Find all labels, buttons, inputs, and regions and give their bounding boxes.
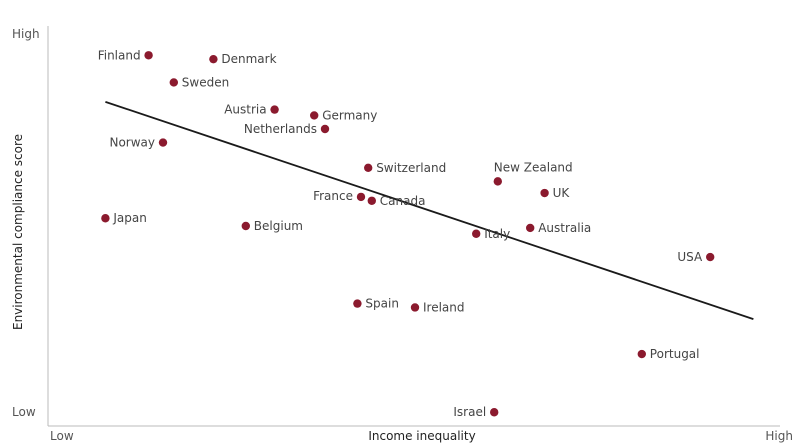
point-marker [490, 408, 499, 417]
point-label: Australia [538, 221, 591, 235]
point-marker [169, 78, 178, 87]
point-label: Netherlands [244, 122, 317, 136]
data-point-france: France [313, 189, 366, 203]
point-marker [637, 349, 646, 359]
y-axis-title: Environmental compliance score [11, 134, 25, 330]
point-marker [209, 54, 218, 64]
point-marker [310, 111, 319, 120]
points-layer: Finland Denmark Sweden Austria Germany Nether… [98, 48, 715, 419]
point-marker [101, 214, 110, 223]
point-label: UK [553, 186, 571, 200]
data-point-japan: Japan [101, 211, 147, 225]
point-marker [270, 105, 279, 114]
point-label: Belgium [254, 219, 303, 233]
point-label: Sweden [182, 75, 229, 89]
point-marker [364, 163, 373, 172]
data-point-spain: Spain [353, 297, 399, 311]
data-point-portugal: Portugal [637, 347, 700, 361]
point-label: Canada [380, 194, 426, 208]
point-label: France [313, 189, 353, 203]
data-point-germany: Germany [310, 108, 377, 122]
plot-frame [47, 26, 780, 427]
point-marker [241, 221, 250, 231]
x-axis-title: Income inequality [368, 429, 475, 443]
point-marker [158, 138, 168, 147]
point-marker [320, 124, 330, 134]
data-point-canada: Canada [367, 194, 426, 208]
point-label: Norway [109, 136, 155, 150]
data-point-israel: Israel [453, 405, 499, 419]
data-point-new-zealand: New Zealand [493, 160, 573, 186]
data-point-switzerland: Switzerland [364, 161, 446, 175]
point-marker [472, 229, 481, 238]
point-label: Austria [224, 103, 266, 117]
point-marker [706, 252, 715, 262]
data-point-ireland: Ireland [410, 300, 465, 314]
point-label: Portugal [650, 347, 700, 361]
point-label: Italy [484, 227, 510, 241]
data-point-australia: Australia [526, 221, 591, 235]
data-point-usa: USA [677, 250, 715, 264]
point-label: Finland [98, 48, 141, 62]
point-label: Ireland [423, 300, 465, 314]
point-marker [526, 223, 535, 233]
point-label: Spain [365, 297, 399, 311]
point-marker [356, 192, 366, 202]
data-point-italy: Italy [472, 227, 510, 241]
data-point-belgium: Belgium [241, 219, 303, 233]
point-label: New Zealand [494, 160, 573, 174]
x-axis-low-label: Low [50, 429, 74, 443]
trend-line [105, 100, 754, 320]
point-marker [353, 299, 362, 308]
data-point-finland: Finland [98, 48, 153, 62]
point-marker [540, 188, 549, 198]
y-axis-low-label: Low [12, 405, 36, 419]
point-label: USA [677, 250, 703, 264]
point-marker [367, 196, 376, 205]
point-label: Germany [322, 108, 377, 122]
point-label: Israel [453, 405, 486, 419]
data-point-uk: UK [540, 186, 570, 200]
data-point-netherlands: Netherlands [244, 122, 330, 136]
y-axis-high-label: High [12, 27, 40, 41]
point-label: Denmark [221, 52, 276, 66]
x-axis-high-label: High [765, 429, 793, 443]
data-point-norway: Norway [109, 136, 168, 150]
data-point-sweden: Sweden [169, 75, 229, 89]
point-marker [144, 51, 153, 60]
data-point-denmark: Denmark [209, 52, 277, 66]
data-point-austria: Austria [224, 103, 279, 117]
point-label: Japan [112, 211, 146, 225]
point-marker [410, 303, 420, 312]
point-label: Switzerland [376, 161, 446, 175]
point-marker [493, 177, 502, 186]
